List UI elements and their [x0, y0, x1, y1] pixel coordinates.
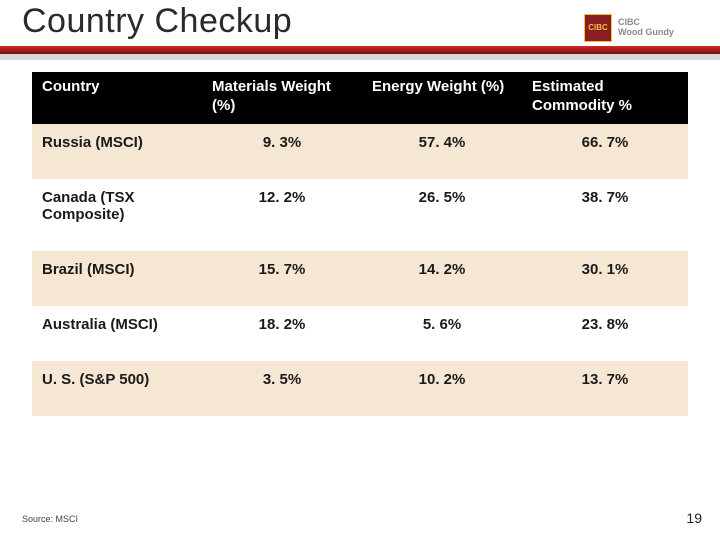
cell-country: Russia (MSCI) — [32, 124, 202, 179]
cell-energy: 57. 4% — [362, 124, 522, 179]
cell-commodity: 30. 1% — [522, 251, 688, 306]
cell-country: Australia (MSCI) — [32, 306, 202, 361]
cell-country: Canada (TSX Composite) — [32, 179, 202, 251]
cell-commodity: 38. 7% — [522, 179, 688, 251]
col-country: Country — [32, 72, 202, 124]
cell-commodity: 66. 7% — [522, 124, 688, 179]
cell-energy: 26. 5% — [362, 179, 522, 251]
cell-materials: 9. 3% — [202, 124, 362, 179]
slide: Country Checkup CIBC CIBC Wood Gundy Cou… — [0, 0, 720, 540]
col-commodity: Estimated Commodity % — [522, 72, 688, 124]
table-row: Canada (TSX Composite) 12. 2% 26. 5% 38.… — [32, 179, 688, 251]
cell-energy: 10. 2% — [362, 361, 522, 416]
brand-logo: CIBC CIBC Wood Gundy — [584, 12, 696, 44]
page-number: 19 — [686, 510, 702, 526]
cell-materials: 3. 5% — [202, 361, 362, 416]
col-materials: Materials Weight (%) — [202, 72, 362, 124]
cell-energy: 14. 2% — [362, 251, 522, 306]
cell-commodity: 13. 7% — [522, 361, 688, 416]
logo-text-line2: Wood Gundy — [618, 28, 674, 38]
country-table: Country Materials Weight (%) Energy Weig… — [32, 72, 688, 416]
logo-square-icon: CIBC — [584, 14, 612, 42]
slide-title: Country Checkup — [22, 2, 292, 41]
cell-materials: 12. 2% — [202, 179, 362, 251]
cell-country: U. S. (S&P 500) — [32, 361, 202, 416]
cell-materials: 18. 2% — [202, 306, 362, 361]
table-row: Australia (MSCI) 18. 2% 5. 6% 23. 8% — [32, 306, 688, 361]
logo-text: CIBC Wood Gundy — [618, 18, 674, 38]
table-row: Russia (MSCI) 9. 3% 57. 4% 66. 7% — [32, 124, 688, 179]
accent-bar — [0, 46, 720, 54]
header: Country Checkup CIBC CIBC Wood Gundy — [0, 0, 720, 62]
cell-energy: 5. 6% — [362, 306, 522, 361]
cell-commodity: 23. 8% — [522, 306, 688, 361]
table-row: U. S. (S&P 500) 3. 5% 10. 2% 13. 7% — [32, 361, 688, 416]
logo-square-text: CIBC — [588, 24, 608, 32]
source-note: Source: MSCI — [22, 514, 78, 524]
col-energy: Energy Weight (%) — [362, 72, 522, 124]
data-table-container: Country Materials Weight (%) Energy Weig… — [32, 72, 688, 416]
cell-country: Brazil (MSCI) — [32, 251, 202, 306]
table-row: Brazil (MSCI) 15. 7% 14. 2% 30. 1% — [32, 251, 688, 306]
table-header-row: Country Materials Weight (%) Energy Weig… — [32, 72, 688, 124]
cell-materials: 15. 7% — [202, 251, 362, 306]
